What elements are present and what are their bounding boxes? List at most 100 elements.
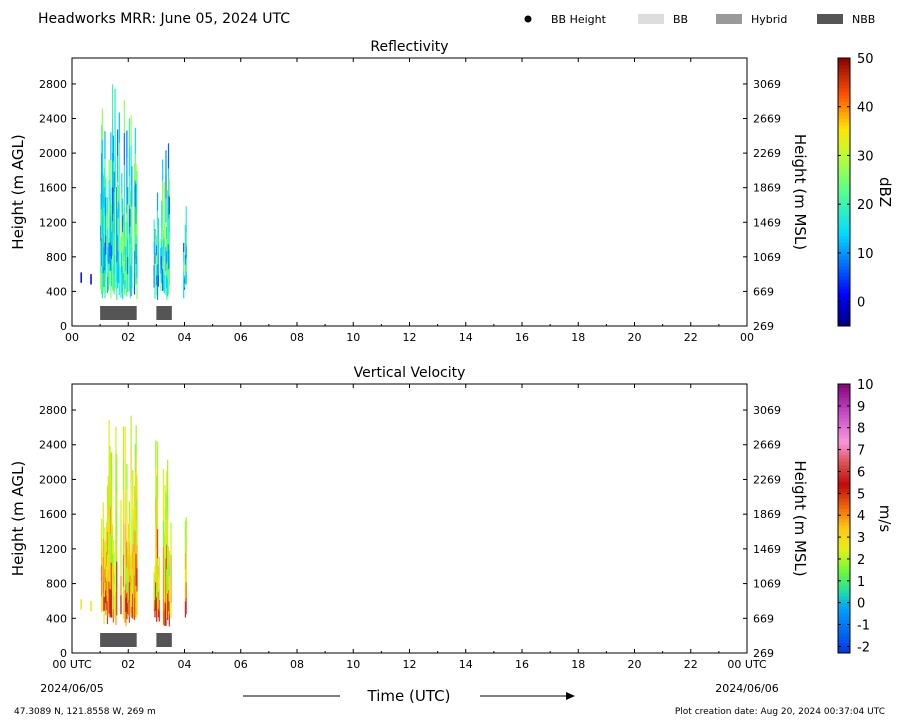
data-cell <box>129 191 131 209</box>
data-cell <box>105 273 107 293</box>
data-cell <box>133 595 135 613</box>
colorbar-band <box>838 84 850 89</box>
colorbar-band <box>838 228 850 233</box>
data-cell <box>100 124 103 154</box>
data-cell <box>122 214 125 226</box>
data-cell <box>168 588 170 602</box>
data-cell <box>130 115 132 146</box>
data-cell <box>114 88 116 122</box>
data-cell <box>109 446 111 475</box>
data-cell <box>120 287 122 298</box>
data-cell <box>135 244 137 265</box>
data-cell <box>116 534 118 562</box>
data-cell <box>107 546 109 570</box>
colorbar-tick-label: 9 <box>857 400 865 415</box>
data-cell <box>130 415 132 449</box>
data-cell <box>111 553 114 569</box>
colorbar-band <box>838 155 850 159</box>
data-cell <box>121 252 123 273</box>
data-cell <box>116 453 118 481</box>
x-tick-label: 00 UTC <box>727 658 767 671</box>
y-tick-right-label: 269 <box>753 320 774 333</box>
colorbar-band <box>838 81 850 86</box>
colorbar-band <box>838 535 850 540</box>
data-cell <box>164 485 166 509</box>
end-date-label: 2024/06/06 <box>715 682 778 695</box>
data-cell <box>132 519 134 545</box>
colorbar-tick-label: 6 <box>857 465 865 480</box>
data-cell <box>111 187 114 222</box>
data-cell <box>154 591 156 601</box>
data-cell <box>108 221 110 243</box>
data-cell <box>162 270 165 281</box>
data-cell <box>103 596 105 611</box>
colorbar-band <box>838 282 850 287</box>
data-cell <box>110 561 112 590</box>
colorbar-band <box>838 454 850 459</box>
colorbar-tick-label: 20 <box>857 198 874 213</box>
x-tick-label: 04 <box>178 331 192 344</box>
data-cell <box>116 480 118 508</box>
data-cell <box>168 550 170 564</box>
data-cell <box>122 261 125 273</box>
data-cell <box>185 517 187 534</box>
data-cell <box>184 585 186 602</box>
data-cell <box>111 118 114 153</box>
data-cell <box>185 245 187 259</box>
data-cell <box>162 494 165 521</box>
data-cell <box>184 254 186 265</box>
data-cell <box>153 585 155 592</box>
data-cell <box>167 593 169 621</box>
data-cell <box>100 225 102 242</box>
colorbar-band <box>838 108 850 113</box>
data-cell <box>167 243 169 262</box>
data-cell <box>111 597 114 613</box>
data-cell <box>166 519 168 545</box>
data-cell <box>166 226 168 239</box>
colorbar-tick-label: 40 <box>857 101 874 116</box>
data-cell <box>104 186 106 215</box>
colorbar-band <box>838 447 850 452</box>
legend-label: BB Height <box>551 13 607 26</box>
colorbar-band <box>838 424 850 429</box>
data-cell <box>118 112 120 143</box>
colorbar-band <box>838 262 850 267</box>
data-cell <box>168 178 170 197</box>
data-cell <box>129 280 131 299</box>
data-cell <box>129 606 131 618</box>
data-cell <box>168 214 170 233</box>
data-cell <box>165 580 167 604</box>
colorbar-band <box>838 589 850 593</box>
data-cell <box>185 258 187 272</box>
x-tick-label: 22 <box>684 658 698 671</box>
colorbar-band <box>838 616 850 620</box>
data-cell <box>108 581 110 614</box>
data-cell <box>167 269 170 295</box>
data-cell <box>184 601 186 618</box>
data-cell <box>112 567 114 582</box>
y-tick-label: 400 <box>46 612 67 625</box>
data-cell <box>126 489 128 516</box>
data-cell <box>105 235 107 255</box>
x-tick-label: 18 <box>571 331 585 344</box>
data-cell <box>106 485 109 509</box>
colorbar-band <box>838 305 850 310</box>
data-cell <box>100 209 102 226</box>
data-cell <box>153 276 155 288</box>
data-cell <box>116 281 118 300</box>
colorbar-band <box>838 646 850 651</box>
colorbar-band <box>838 629 850 634</box>
data-cell <box>123 100 125 133</box>
data-cell <box>129 596 131 607</box>
y-tick-label: 1600 <box>39 508 67 521</box>
data-cell <box>132 494 134 520</box>
data-cell <box>117 129 119 156</box>
data-cell <box>122 232 124 250</box>
data-cell <box>113 562 115 574</box>
data-cell <box>165 558 167 581</box>
colorbar: 0 10 20 30 40 50 dBZ <box>837 52 894 327</box>
colorbar-band <box>838 215 850 220</box>
colorbar-band <box>838 312 850 317</box>
data-cell <box>104 270 106 299</box>
data-cell <box>163 256 165 275</box>
